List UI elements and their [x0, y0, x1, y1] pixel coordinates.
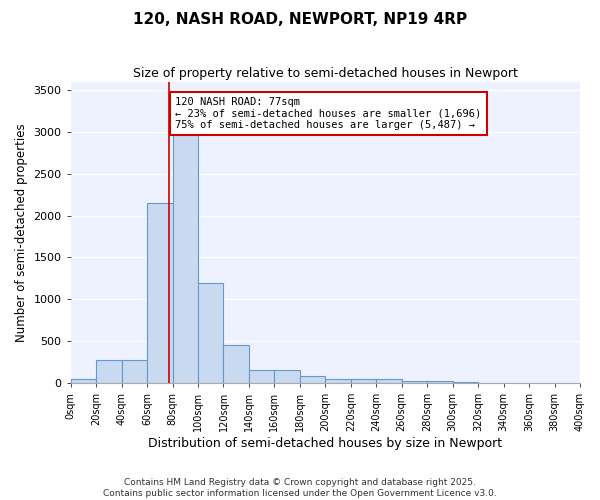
Bar — [147, 203, 173, 383]
Bar — [198, 282, 223, 383]
Bar — [427, 382, 452, 383]
Bar — [376, 379, 402, 383]
Bar — [249, 370, 274, 383]
Bar — [71, 379, 96, 383]
Text: 120 NASH ROAD: 77sqm
← 23% of semi-detached houses are smaller (1,696)
75% of se: 120 NASH ROAD: 77sqm ← 23% of semi-detac… — [175, 96, 481, 130]
Bar — [122, 360, 147, 383]
Y-axis label: Number of semi-detached properties: Number of semi-detached properties — [15, 123, 28, 342]
Bar — [452, 382, 478, 383]
Bar — [351, 379, 376, 383]
Text: Contains HM Land Registry data © Crown copyright and database right 2025.
Contai: Contains HM Land Registry data © Crown c… — [103, 478, 497, 498]
Bar — [223, 344, 249, 383]
Title: Size of property relative to semi-detached houses in Newport: Size of property relative to semi-detach… — [133, 68, 518, 80]
Text: 120, NASH ROAD, NEWPORT, NP19 4RP: 120, NASH ROAD, NEWPORT, NP19 4RP — [133, 12, 467, 28]
X-axis label: Distribution of semi-detached houses by size in Newport: Distribution of semi-detached houses by … — [148, 437, 502, 450]
Bar — [173, 132, 198, 383]
Bar — [402, 380, 427, 383]
Bar — [300, 376, 325, 383]
Bar — [325, 379, 351, 383]
Bar — [96, 360, 122, 383]
Bar — [274, 370, 300, 383]
